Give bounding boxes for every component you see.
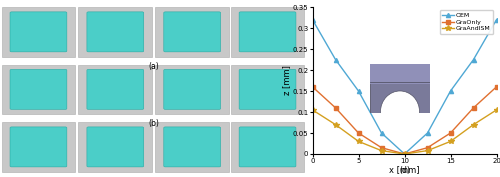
OEM (332, 58, 338, 61)
Legend: OEM, GraOnly, GraAndISM: OEM, GraOnly, GraAndISM (440, 10, 494, 34)
FancyBboxPatch shape (2, 122, 76, 172)
FancyBboxPatch shape (156, 7, 229, 57)
GraOnly (448, 132, 454, 134)
OEM (494, 19, 500, 21)
OEM (424, 132, 430, 134)
GraOnly (424, 147, 430, 149)
GraOnly (378, 147, 384, 149)
OEM (356, 90, 362, 92)
GraOnly (332, 107, 338, 109)
GraAndISM (402, 153, 407, 155)
OEM (402, 153, 407, 155)
GraOnly (494, 86, 500, 88)
FancyBboxPatch shape (239, 69, 296, 109)
FancyBboxPatch shape (10, 69, 67, 109)
FancyBboxPatch shape (370, 70, 430, 82)
FancyBboxPatch shape (164, 12, 220, 52)
Text: (d): (d) (399, 166, 410, 175)
FancyBboxPatch shape (78, 122, 152, 172)
GraAndISM (332, 124, 338, 126)
OEM (310, 19, 316, 21)
FancyBboxPatch shape (230, 65, 304, 114)
FancyBboxPatch shape (10, 127, 67, 167)
FancyBboxPatch shape (78, 7, 152, 57)
FancyBboxPatch shape (239, 12, 296, 52)
OEM (470, 58, 476, 61)
FancyBboxPatch shape (230, 122, 304, 172)
FancyBboxPatch shape (87, 69, 144, 109)
GraOnly (310, 86, 316, 88)
Text: (a): (a) (148, 62, 159, 71)
GraAndISM (356, 140, 362, 142)
Line: GraOnly: GraOnly (310, 85, 498, 156)
FancyBboxPatch shape (78, 65, 152, 114)
GraAndISM (310, 109, 316, 111)
GraOnly (402, 153, 407, 155)
Ellipse shape (380, 91, 420, 132)
FancyBboxPatch shape (370, 64, 430, 84)
FancyBboxPatch shape (10, 12, 67, 52)
GraOnly (356, 132, 362, 134)
GraOnly (470, 107, 476, 109)
GraAndISM (494, 109, 500, 111)
Text: (b): (b) (148, 119, 159, 129)
FancyBboxPatch shape (2, 7, 76, 57)
Line: GraAndISM: GraAndISM (310, 107, 500, 157)
FancyBboxPatch shape (2, 65, 76, 114)
GraAndISM (448, 140, 454, 142)
FancyBboxPatch shape (370, 72, 430, 113)
OEM (378, 132, 384, 134)
X-axis label: x [mm]: x [mm] (389, 165, 420, 175)
FancyBboxPatch shape (230, 7, 304, 57)
FancyBboxPatch shape (156, 122, 229, 172)
FancyBboxPatch shape (156, 65, 229, 114)
GraAndISM (378, 150, 384, 152)
FancyBboxPatch shape (87, 127, 144, 167)
FancyBboxPatch shape (164, 127, 220, 167)
Line: OEM: OEM (310, 18, 498, 156)
GraAndISM (424, 150, 430, 152)
GraAndISM (470, 124, 476, 126)
FancyBboxPatch shape (87, 12, 144, 52)
Y-axis label: z [mm]: z [mm] (282, 66, 292, 95)
FancyBboxPatch shape (239, 127, 296, 167)
OEM (448, 90, 454, 92)
FancyBboxPatch shape (164, 69, 220, 109)
